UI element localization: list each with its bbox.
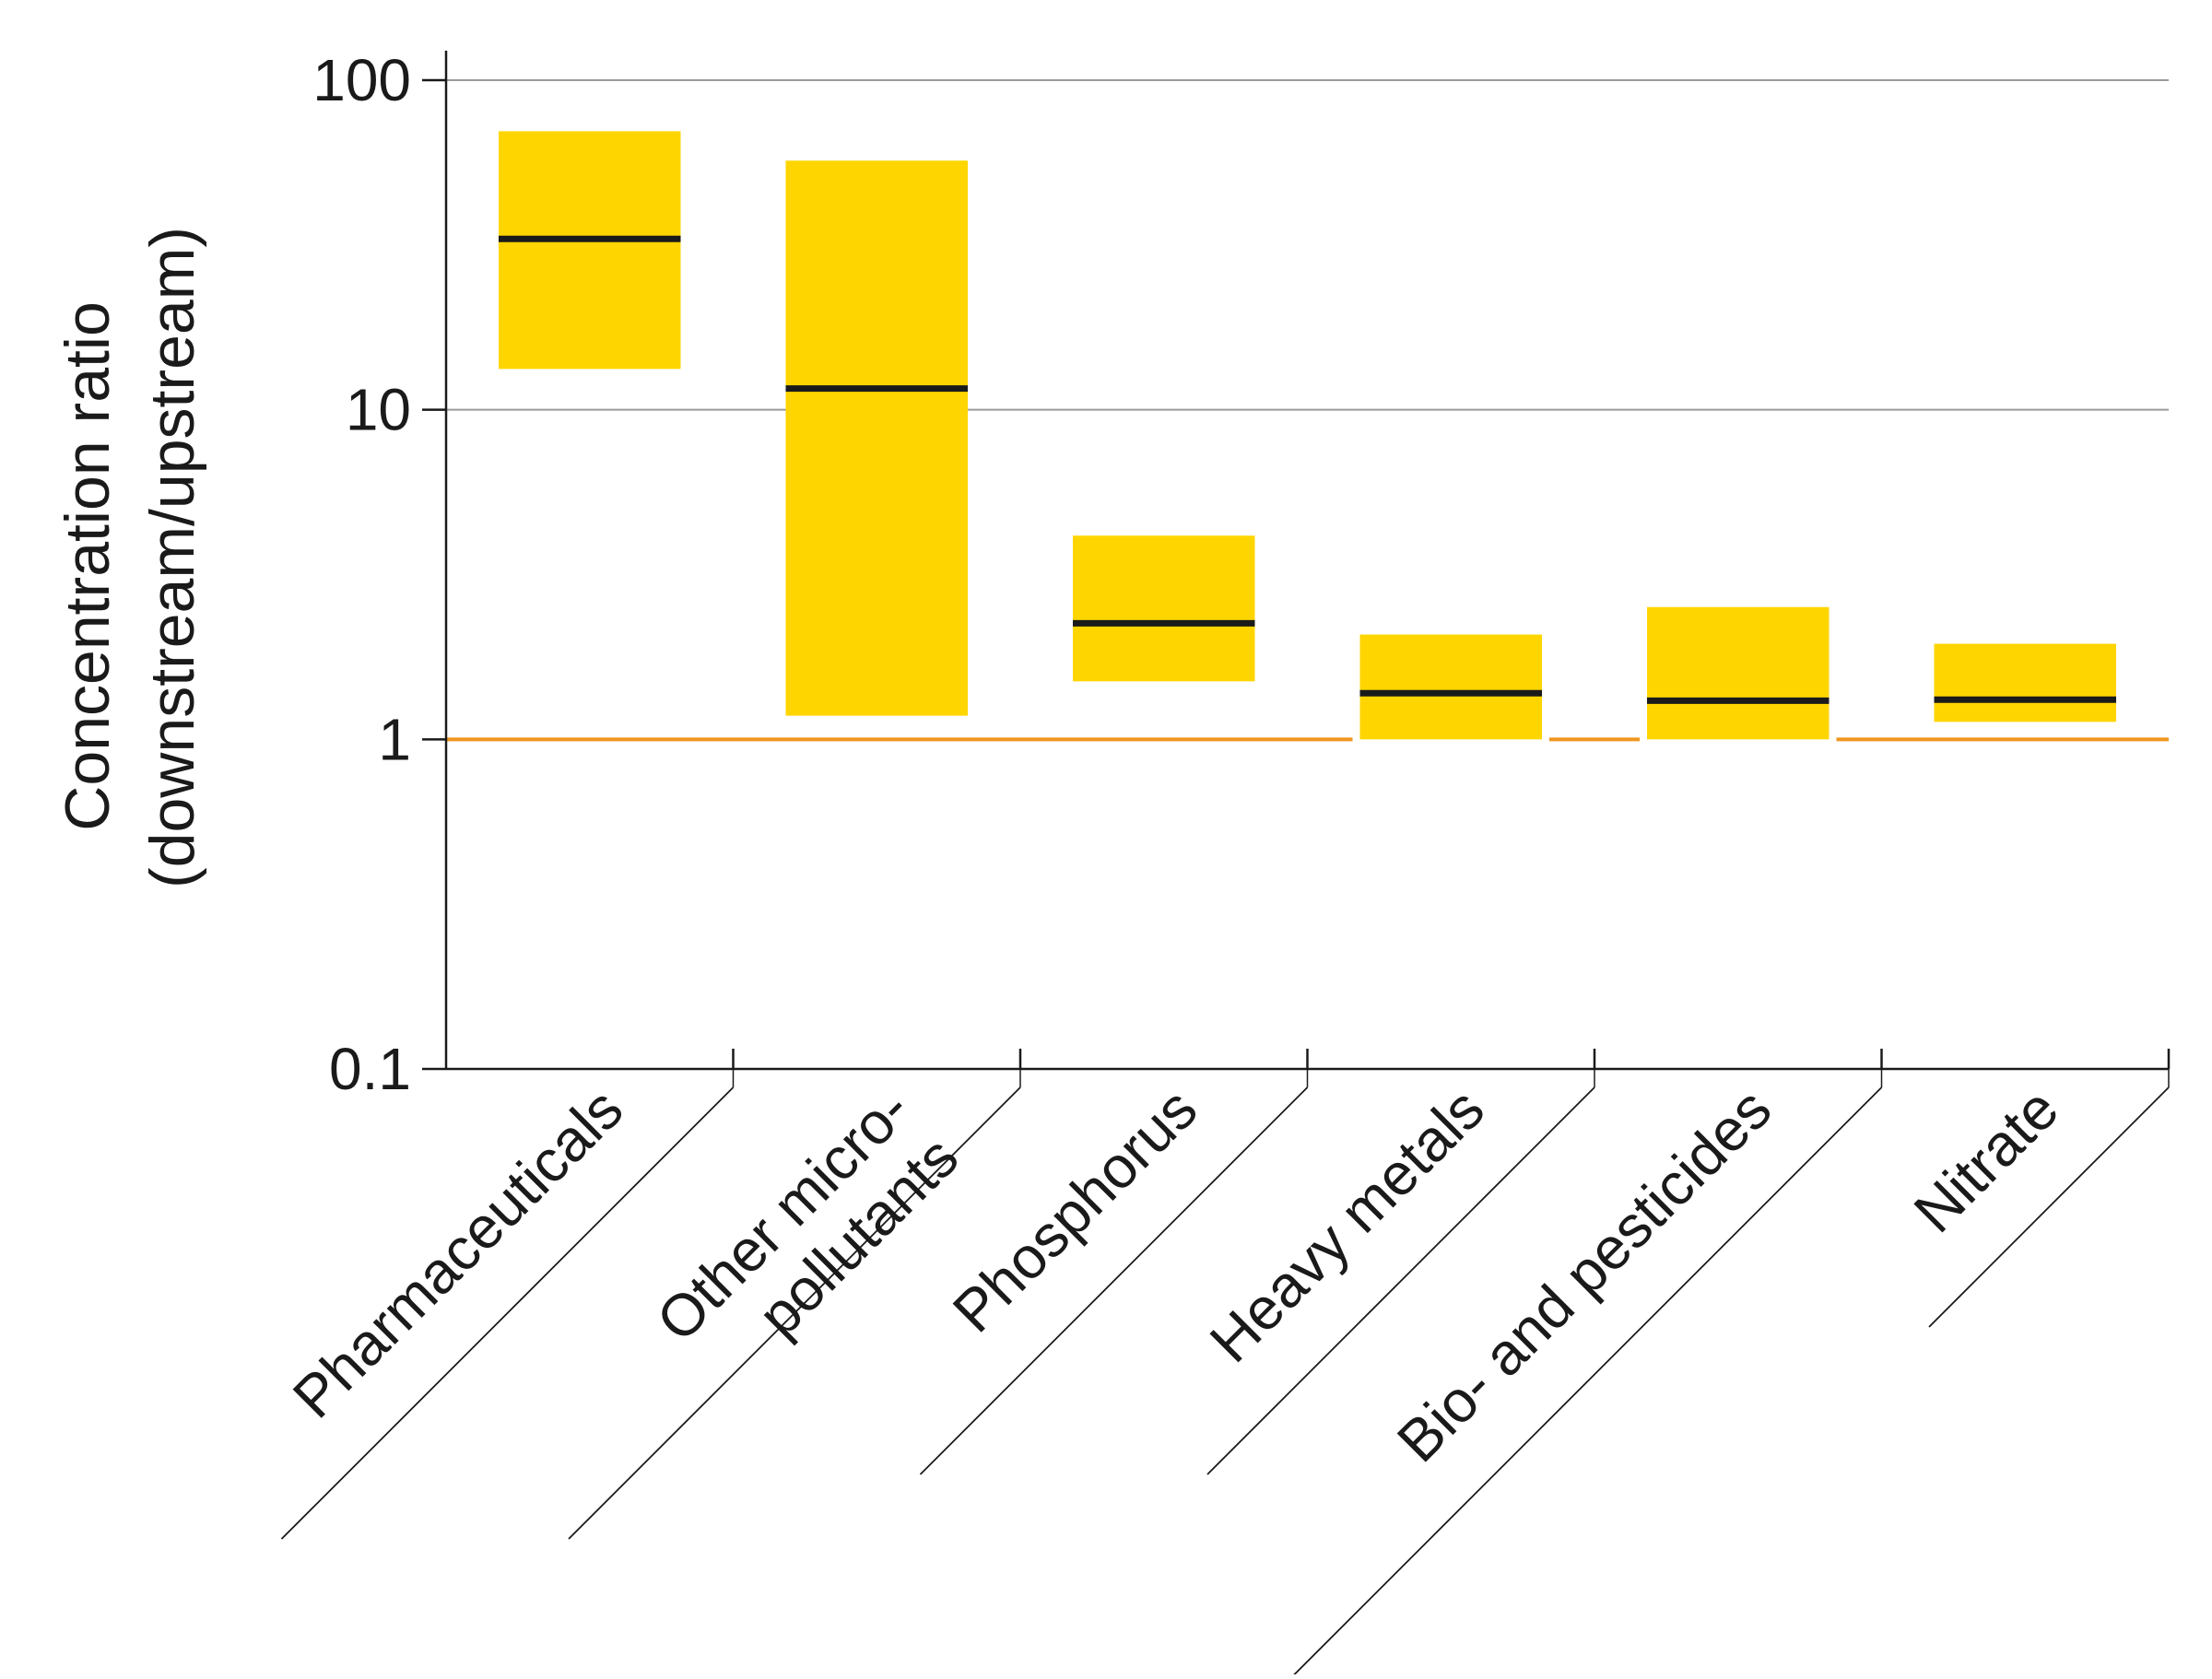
y-tick-layer: 100 10 1 0.1 xyxy=(312,47,446,1102)
x-leader-line-5 xyxy=(1290,1086,1883,1678)
range-box-3 xyxy=(1359,634,1542,740)
range-box-4 xyxy=(1647,606,1830,740)
category-label-2: Phosphorus xyxy=(940,1075,1209,1344)
y-axis-title-line-2: (downstream/upstream) xyxy=(137,227,207,888)
category-label-layer: Pharmaceuticals Other micro-pollutantsPho… xyxy=(280,1075,2071,1474)
category-label-3: Heavy metals xyxy=(1197,1075,1497,1375)
range-box-5 xyxy=(1934,643,2116,722)
category-label-5-line-0: Nitrate xyxy=(1901,1075,2071,1245)
y-tick-label-3: 0.1 xyxy=(329,1036,411,1102)
x-tick-layer xyxy=(280,1049,2171,1678)
category-label-2-line-0: Phosphorus xyxy=(940,1075,1209,1344)
category-label-1: Other micro-pollutants xyxy=(644,1075,971,1403)
range-box-2 xyxy=(1073,535,1255,682)
category-label-0: Pharmaceuticals xyxy=(280,1075,635,1430)
category-label-0-line-0: Pharmaceuticals xyxy=(280,1075,635,1430)
category-label-3-line-0: Heavy metals xyxy=(1197,1075,1497,1375)
y-axis-title: Concentration ratio (downstream/upstream… xyxy=(53,227,207,888)
x-leader-line-2 xyxy=(568,1086,1021,1540)
x-leader-line-4 xyxy=(1206,1086,1595,1475)
x-leader-line-6 xyxy=(1928,1086,2170,1328)
y-axis-title-line-1: Concentration ratio xyxy=(53,301,123,831)
y-tick-label-1: 10 xyxy=(346,377,411,443)
y-tick-label-0: 100 xyxy=(312,47,411,113)
x-leader-line-3 xyxy=(919,1086,1309,1475)
category-label-5: Nitrate xyxy=(1901,1075,2071,1245)
range-box-0 xyxy=(499,131,681,370)
box-layer xyxy=(499,131,2116,740)
grid-layer xyxy=(446,79,2169,411)
y-tick-label-2: 1 xyxy=(378,706,411,772)
axis-layer xyxy=(444,51,2169,1071)
range-box-1 xyxy=(785,160,968,716)
x-leader-line-1 xyxy=(280,1086,735,1540)
